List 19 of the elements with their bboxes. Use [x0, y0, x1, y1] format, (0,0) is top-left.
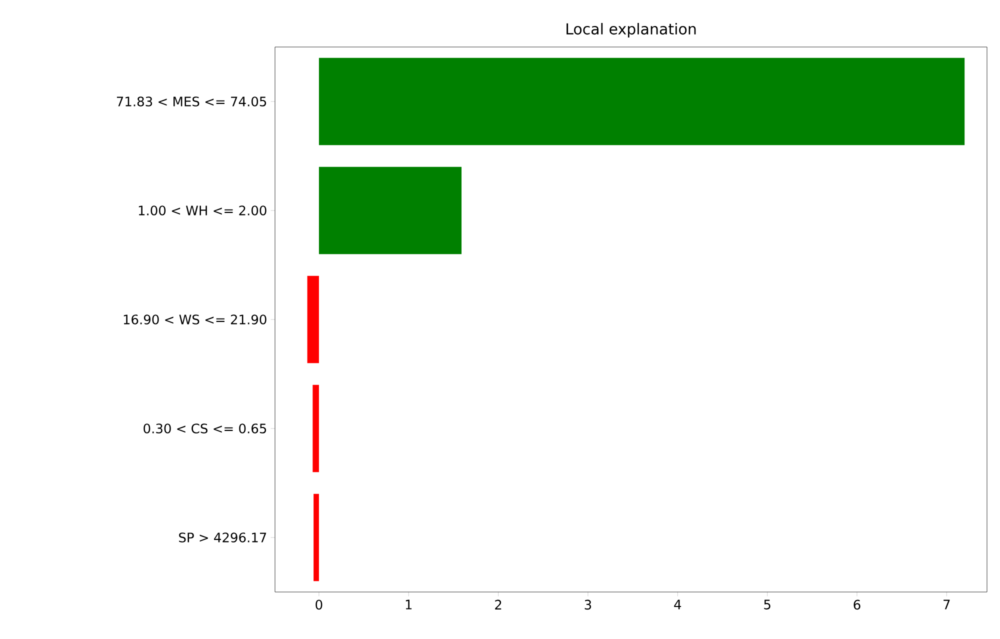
y-tick-label: 1.00 < WH <= 2.00 [138, 206, 266, 216]
x-tick-label: 3 [584, 600, 592, 610]
x-tick-label: 6 [854, 600, 860, 610]
chart-title: Local explanation [566, 22, 696, 38]
x-tick-label: 4 [674, 600, 682, 610]
bar [312, 384, 319, 472]
x-tick-label: 0 [316, 600, 322, 610]
x-tick-label: 7 [944, 600, 950, 610]
x-tick-label: 5 [764, 600, 770, 610]
bar [318, 58, 965, 146]
bar [307, 276, 319, 364]
y-tick-label: SP > 4296.17 [179, 532, 266, 542]
bar [314, 494, 319, 582]
x-tick-label: 1 [406, 600, 412, 610]
x-tick-label: 2 [495, 600, 502, 610]
y-tick-label: 0.30 < CS <= 0.65 [144, 424, 266, 434]
y-tick-label: 71.83 < MES <= 74.05 [116, 96, 266, 106]
bar [318, 166, 462, 254]
y-tick-label: 16.90 < WS <= 21.90 [124, 314, 266, 324]
